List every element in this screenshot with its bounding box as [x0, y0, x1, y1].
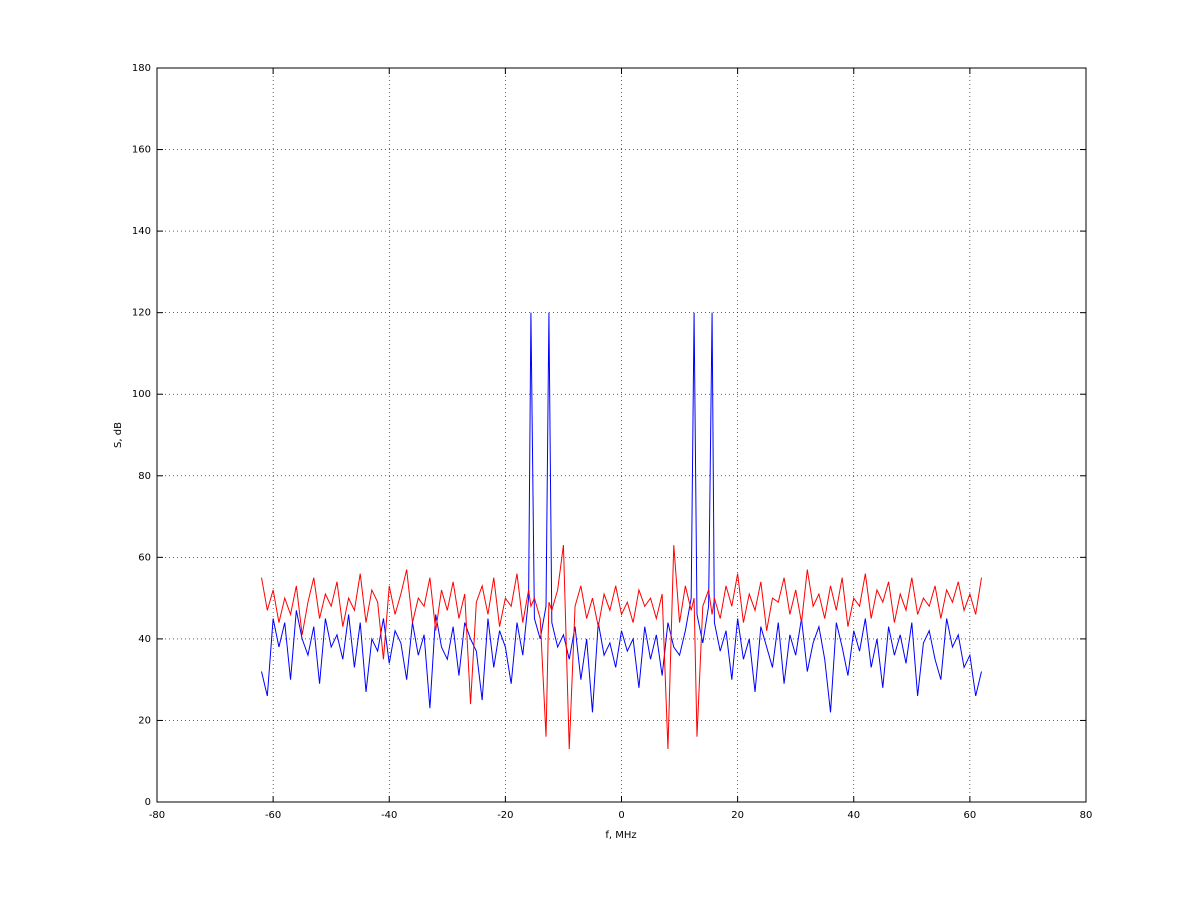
- x-tick-label: -20: [497, 810, 513, 821]
- y-tick-label: 100: [132, 389, 151, 400]
- y-tick-label: 40: [138, 634, 151, 645]
- plot-frame: [156, 67, 1087, 803]
- series-line: [261, 545, 982, 750]
- y-tick-label: 60: [138, 552, 151, 563]
- x-tick-label: 80: [1080, 810, 1093, 821]
- x-tick-label: 40: [847, 810, 860, 821]
- x-tick-label: -60: [265, 810, 281, 821]
- y-tick-label: 120: [132, 308, 151, 319]
- x-axis-label: f, MHz: [605, 830, 636, 841]
- x-tick-label: 20: [731, 810, 744, 821]
- x-tick-label: 60: [964, 810, 977, 821]
- x-tick-label: -80: [149, 810, 165, 821]
- x-tick-label: -40: [381, 810, 397, 821]
- y-tick-label: 180: [132, 63, 151, 74]
- y-tick-label: 140: [132, 226, 151, 237]
- y-axis-label: S, dB: [113, 422, 124, 448]
- y-tick-label: 160: [132, 145, 151, 156]
- y-tick-label: 80: [138, 471, 151, 482]
- y-tick-label: 0: [145, 797, 151, 808]
- x-tick-label: 0: [618, 810, 624, 821]
- y-tick-label: 20: [138, 715, 151, 726]
